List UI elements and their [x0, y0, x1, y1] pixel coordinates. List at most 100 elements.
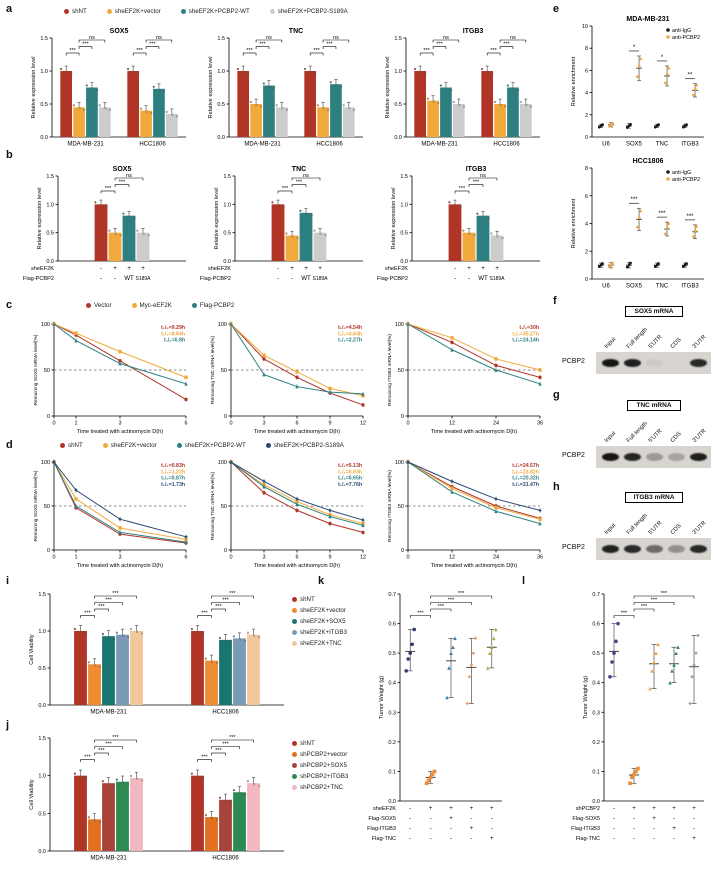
legend-marker-icon	[292, 597, 297, 602]
svg-text:3: 3	[262, 555, 265, 561]
svg-text:MDA-MB-231: MDA-MB-231	[421, 142, 458, 148]
svg-text:50: 50	[221, 368, 227, 374]
svg-text:+: +	[127, 265, 131, 272]
svg-text:SOX5: SOX5	[113, 166, 132, 173]
svg-text:***: ***	[438, 604, 445, 610]
svg-text:+: +	[495, 265, 499, 272]
svg-text:HCC1806: HCC1806	[212, 856, 239, 862]
legend-label: shNT	[300, 740, 315, 747]
svg-text:-: -	[454, 275, 456, 282]
svg-text:0: 0	[229, 555, 232, 561]
chart-j-cell-viability-svg: 0.0 0.5 1.0 1.5 Cell Viability MDA-MB-231 HCC1…	[29, 735, 284, 862]
svg-text:Time treated with actinomycin: Time treated with actinomycin D(h)	[77, 563, 163, 569]
svg-text:36: 36	[537, 555, 543, 561]
svg-text:***: ***	[661, 591, 668, 597]
svg-text:-: -	[277, 265, 279, 272]
svg-text:1: 1	[74, 421, 77, 427]
svg-text:-: -	[693, 815, 695, 822]
svg-text:+: +	[490, 835, 494, 842]
svg-text:Tumor Weight (g): Tumor Weight (g)	[583, 676, 589, 719]
svg-text:t₁/₂=9.29h: t₁/₂=9.29h	[161, 325, 185, 331]
legend-item: sheEF2K+vector	[106, 8, 161, 15]
svg-text:***: ***	[458, 591, 465, 597]
svg-text:anti-IgG: anti-IgG	[672, 28, 691, 34]
chart-k-tumor-weight: 0.0 0.1 0.2 0.3 0.4 0.5 0.6 0.7 Tumor Weight (g)…	[366, 586, 508, 854]
svg-text:1.5: 1.5	[38, 592, 46, 598]
svg-text:+: +	[449, 815, 453, 822]
svg-text:0: 0	[52, 555, 55, 561]
svg-text:t₁/₂=20.32h: t₁/₂=20.32h	[512, 476, 539, 482]
blot-lane-label: Full length	[625, 512, 649, 536]
svg-text:0.0: 0.0	[40, 135, 48, 141]
svg-text:WT: WT	[124, 275, 134, 282]
panel-label-k: k	[318, 575, 325, 587]
svg-text:24: 24	[493, 421, 499, 427]
legend-item: sheEF2K+PCBP2-S189A	[265, 442, 344, 449]
blot-h-strip-wrap: Input Full length 5'UTR CDS 3'UTR	[596, 506, 711, 562]
svg-text:Relative enrichment: Relative enrichment	[571, 198, 577, 248]
blot-g-probe-label: PCBP2	[562, 452, 585, 459]
blot-band	[690, 453, 707, 461]
svg-text:8: 8	[585, 46, 588, 52]
svg-text:Remaining ITGB3 mRNA level(%): Remaining ITGB3 mRNA level(%)	[387, 470, 393, 542]
legend-label: shNT	[300, 596, 315, 603]
chart-a-itgb3-svg: 0.0 0.5 1.0 1.5 ITGB3 Relative expression lev…	[385, 28, 540, 148]
svg-text:12: 12	[449, 421, 455, 427]
svg-text:ns: ns	[89, 35, 95, 41]
chart-j-cell-viability: 0.0 0.5 1.0 1.5 Cell Viability MDA-MB-231 HCC1…	[22, 732, 290, 864]
panel-label-j: j	[6, 719, 10, 731]
legend-item: sheEF2K+PCBP2-S189A	[269, 8, 348, 15]
legend-a: shNT sheEF2K+vector sheEF2K+PCBP2-WT sheEF2…	[64, 8, 348, 15]
svg-text:0.0: 0.0	[223, 259, 231, 265]
svg-text:12: 12	[360, 421, 366, 427]
svg-text:***: ***	[119, 179, 126, 185]
svg-text:***: ***	[473, 179, 480, 185]
chart-b-sox5: 0.0 0.5 1.0 1.5 SOX5 Relative expression leve…	[23, 162, 192, 294]
svg-text:Relative expression level: Relative expression level	[37, 188, 43, 250]
chart-b-itgb3-svg: 0.0 0.5 1.0 1.5 ITGB3 Relative expression lev…	[377, 166, 540, 282]
svg-text:Flag-SOX5: Flag-SOX5	[368, 816, 396, 822]
blot-band	[646, 359, 663, 367]
svg-text:-: -	[613, 835, 615, 842]
legend-d: shNT sheEF2K+vector sheEF2K+PCBP2-WT sheEF2…	[60, 442, 344, 449]
legend-marker-icon	[265, 443, 271, 448]
svg-text:100: 100	[218, 460, 227, 466]
chart-e-hcc1806: 0 2 4 6 8 HCC1806 Relative enrichment U6 SOX5 TNC…	[566, 154, 710, 292]
legend-item: shNT	[64, 8, 87, 15]
chart-e-mda-mb-231-svg: 0 2 4 6 8 10 MDA-MB-231 Relative enrichment U6 SO…	[571, 16, 704, 148]
svg-text:0: 0	[401, 414, 404, 420]
svg-text:-: -	[613, 815, 615, 822]
svg-text:-: -	[653, 825, 655, 832]
svg-text:t₁/₂=7.76h: t₁/₂=7.76h	[338, 482, 362, 488]
svg-text:100: 100	[218, 322, 227, 328]
legend-marker-icon	[292, 763, 297, 768]
legend-label: shPCBP2+TNC	[300, 784, 344, 791]
legend-item: sheEF2K+ITGB3	[292, 629, 347, 636]
svg-text:Time treated with actinomycin: Time treated with actinomycin D(h)	[254, 563, 340, 569]
svg-text:2: 2	[585, 249, 588, 255]
svg-text:-: -	[409, 815, 411, 822]
svg-text:+: +	[304, 265, 308, 272]
panel-label-b: b	[6, 149, 13, 161]
svg-text:+: +	[141, 265, 145, 272]
panel-label-c: c	[6, 299, 13, 311]
legend-label: sheEF2K+vector	[110, 442, 157, 449]
svg-text:-: -	[653, 835, 655, 842]
panel-label-h: h	[553, 481, 560, 493]
legend-marker-icon	[180, 9, 186, 14]
svg-text:0: 0	[585, 277, 588, 283]
legend-item: shPCBP2+vector	[292, 751, 347, 758]
legend-label: sheEF2K+PCBP2-S189A	[273, 442, 344, 449]
svg-text:S189A: S189A	[489, 276, 505, 282]
svg-text:sheEF2K: sheEF2K	[208, 266, 231, 272]
svg-text:0.1: 0.1	[388, 769, 396, 775]
svg-text:50: 50	[44, 504, 50, 510]
panel-label-g: g	[553, 389, 560, 401]
svg-text:100: 100	[395, 460, 404, 466]
svg-text:-: -	[470, 835, 472, 842]
svg-text:anti-IgG: anti-IgG	[672, 170, 691, 176]
svg-text:Remaining SOX5 mRNA level(%): Remaining SOX5 mRNA level(%)	[33, 470, 39, 541]
svg-text:50: 50	[44, 368, 50, 374]
